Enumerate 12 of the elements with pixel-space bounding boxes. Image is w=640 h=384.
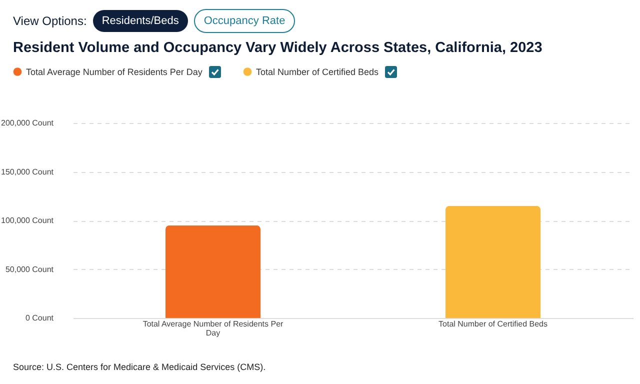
legend-label: Total Number of Certified Beds <box>256 66 380 77</box>
legend-label: Total Average Number of Residents Per Day <box>26 66 203 77</box>
y-tick-label: 200,000 Count <box>1 118 54 128</box>
chart-title: Resident Volume and Occupancy Vary Widely Across States, California, 2023 <box>13 40 542 56</box>
y-tick-label: 100,000 Count <box>1 216 54 225</box>
y-tick-label: 0 Count <box>25 314 54 322</box>
y-tick-label: 150,000 Count <box>1 167 54 176</box>
text: Occupancy Rate <box>194 9 296 33</box>
y-tick-label: 50,000 Count <box>5 264 54 274</box>
text: View Options: <box>13 14 87 28</box>
text: Residents/Beds <box>92 10 188 32</box>
source-note: Source: U.S. Centers for Medicare & Medicaid Services (CMS). <box>13 362 266 372</box>
